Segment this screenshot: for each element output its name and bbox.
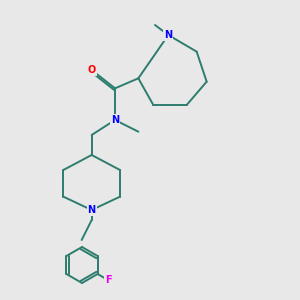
Text: F: F bbox=[105, 275, 111, 285]
Text: N: N bbox=[111, 115, 119, 125]
Text: N: N bbox=[164, 30, 172, 40]
Text: N: N bbox=[88, 205, 96, 215]
Text: O: O bbox=[88, 65, 96, 75]
